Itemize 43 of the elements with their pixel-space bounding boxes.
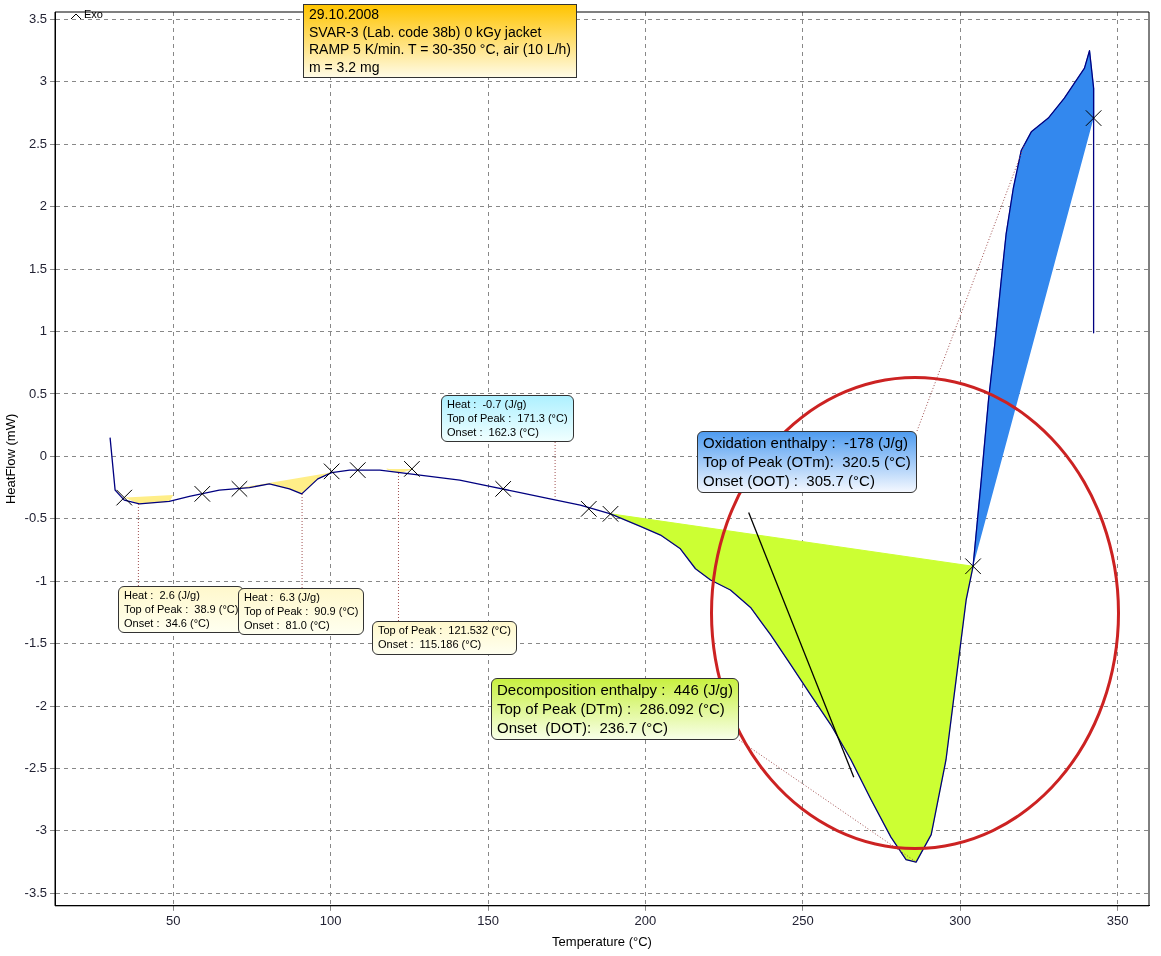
y-tick-label: 3: [39, 73, 47, 89]
y-tick-label: 1: [39, 323, 47, 339]
y-tick-label: -3: [35, 822, 47, 838]
x-tick-label: 350: [1106, 913, 1129, 929]
point: [194, 485, 211, 503]
point: [1085, 109, 1102, 127]
y-tick-label: 0.5: [28, 385, 47, 401]
annotation: Heat : 6.3 (J/g) Top of Peak : 90.9 (°C) Onset : 81.0 (°C): [238, 588, 365, 636]
annotation: Exo: [84, 8, 103, 22]
y-tick-label: -1: [35, 572, 47, 588]
point: [602, 505, 619, 523]
point: [323, 463, 340, 480]
point: [231, 480, 248, 498]
y-tick-label: 1.5: [28, 260, 47, 276]
annotation: Oxidation enthalpy : -178 (J/g) Top of Peak (OTm): 320.5 (°C) Onset (OOT) : 305.7 (°C): [697, 431, 917, 494]
y-tick-label: 2.5: [28, 135, 47, 151]
x-tick-label: 150: [477, 913, 499, 929]
annotation: Top of Peak : 121.532 (°C) Onset : 115.186 (°C): [372, 621, 517, 655]
y-tick-label: -2: [35, 697, 47, 713]
x-tick-label: 250: [791, 913, 814, 929]
annotation: 29.10.2008 SVAR-3 (Lab. code 38b) 0 kGy jacket RAMP 5 K/min. T = 30-350 °C, air (10 L/h) m = 3.2 mg: [303, 4, 577, 78]
y-tick-label: 0: [39, 447, 47, 463]
annotation: Heat : -0.7 (J/g) Top of Peak : 171.3 (°C) Onset : 162.3 (°C): [441, 395, 574, 443]
annotation: Decomposition enthalpy : 446 (J/g) Top of Peak (DTm) : 286.092 (°C) Onset (DOT): 236.7 (°C): [491, 678, 739, 741]
y-tick-label: -0.5: [24, 510, 47, 526]
point: [964, 557, 982, 575]
point: [115, 489, 133, 506]
point: [403, 460, 421, 478]
x-tick-label: 100: [319, 913, 342, 929]
y-tick-label: 2: [39, 198, 47, 214]
point: [349, 461, 367, 479]
x-tick-label: 50: [166, 913, 181, 929]
y-tick-label: -1.5: [24, 635, 47, 651]
y-tick-label: 3.5: [28, 11, 47, 27]
y-tick-label: -2.5: [24, 760, 47, 776]
point: [494, 480, 512, 498]
y-tick-label: -3.5: [24, 884, 47, 900]
x-tick-label: 300: [949, 913, 972, 929]
y-axis-title: HeatFlow (mW): [3, 413, 19, 505]
annotation: Heat : 2.6 (J/g) Top of Peak : 38.9 (°C) Onset : 34.6 (°C): [118, 586, 245, 634]
x-tick-label: 200: [634, 913, 657, 929]
x-axis-title: Temperature (°C): [552, 933, 652, 949]
point: [580, 500, 598, 518]
